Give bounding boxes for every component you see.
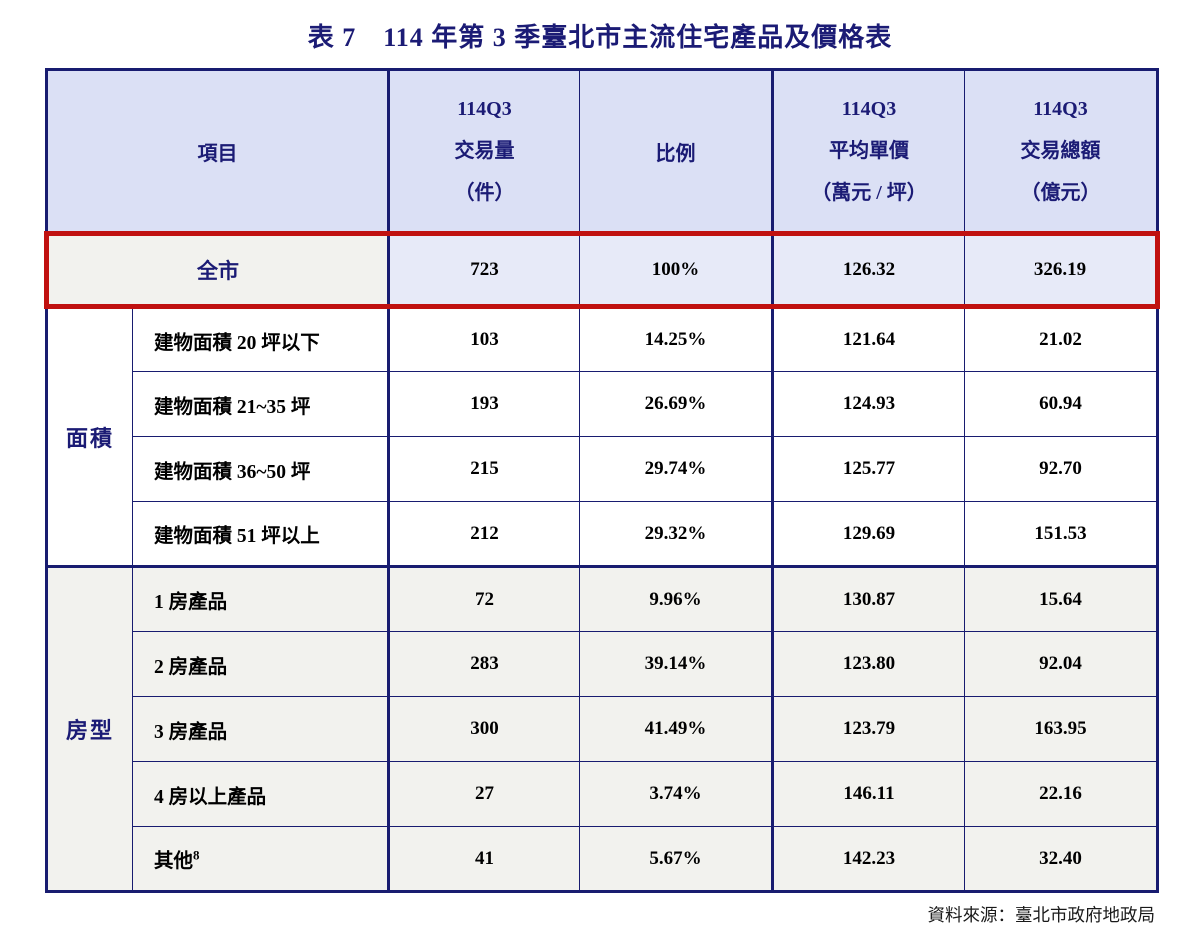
table-row-area-1: 面積 建物面積 20 坪以下 103 14.25% 121.64 21.02 [46, 306, 1158, 567]
header-price-line2: 平均單價 [829, 140, 909, 162]
cell-ratio: 9.96% [579, 565, 773, 632]
cell-price: 146.11 [771, 761, 965, 827]
header-volume-line3: （件） [454, 182, 515, 204]
row-label: 4 房以上產品 [132, 761, 389, 827]
cell-ratio: 39.14% [579, 631, 773, 697]
cell-total: 92.70 [964, 436, 1158, 502]
table-row-housing-4: 4 房以上產品 27 3.74% 146.11 22.16 [47, 761, 1158, 827]
table-row-housing-5: 其他8 41 5.67% 142.23 32.40 [47, 826, 1158, 892]
cell-price: 142.23 [771, 826, 965, 892]
row-label-text: 其他 [154, 851, 194, 872]
table-row-area-4: 建物面積 51 坪以上 212 29.32% 129.69 151.53 [47, 501, 1158, 567]
cell-volume: 103 [387, 306, 580, 372]
cell-price: 121.64 [771, 306, 965, 372]
row-label: 其他8 [132, 826, 389, 892]
area-group-label: 面積 [46, 306, 133, 567]
table-row-housing-2: 2 房產品 283 39.14% 123.80 92.04 [47, 631, 1158, 697]
citywide-total: 326.19 [964, 231, 1160, 309]
table-row-housing-3: 3 房產品 300 41.49% 123.79 163.95 [47, 696, 1158, 762]
cell-ratio: 41.49% [579, 696, 773, 762]
cell-volume: 283 [387, 631, 580, 697]
table-title: 表 7 114 年第 3 季臺北市主流住宅產品及價格表 [307, 23, 893, 52]
cell-price: 129.69 [771, 501, 965, 567]
table-row-citywide: 全市 723 100% 126.32 326.19 [44, 231, 1160, 309]
cell-ratio: 5.67% [579, 826, 773, 892]
row-label: 建物面積 21~35 坪 [132, 371, 389, 437]
cell-price: 130.87 [771, 565, 965, 632]
header-row: 項目 114Q3 交易量 （件） 比例 114Q3 平均單價 （萬元 / 坪） … [46, 69, 1158, 234]
header-item: 項目 [46, 69, 389, 234]
row-label: 2 房產品 [132, 631, 389, 697]
cell-volume: 212 [387, 501, 580, 567]
row-label: 建物面積 51 坪以上 [132, 501, 389, 567]
housing-price-table: 項目 114Q3 交易量 （件） 比例 114Q3 平均單價 （萬元 / 坪） … [44, 68, 1160, 893]
cell-price: 123.80 [771, 631, 965, 697]
citywide-volume: 723 [387, 231, 580, 309]
cell-volume: 300 [387, 696, 580, 762]
table-row-area-3: 建物面積 36~50 坪 215 29.74% 125.77 92.70 [47, 436, 1158, 502]
cell-total: 32.40 [964, 826, 1158, 892]
cell-ratio: 29.74% [579, 436, 773, 502]
cell-ratio: 14.25% [579, 306, 773, 372]
row-label: 1 房產品 [132, 565, 389, 632]
header-total-line2: 交易總額 [1020, 140, 1101, 162]
housing-group-label: 房型 [46, 565, 133, 892]
cell-total: 22.16 [964, 761, 1158, 827]
header-total-line3: （億元） [1020, 182, 1101, 204]
table-row-area-2: 建物面積 21~35 坪 193 26.69% 124.93 60.94 [47, 371, 1158, 437]
cell-total: 92.04 [964, 631, 1158, 697]
header-total-line1: 114Q3 [1033, 98, 1088, 120]
cell-volume: 215 [387, 436, 580, 502]
header-ratio: 比例 [579, 69, 773, 234]
citywide-ratio: 100% [579, 231, 773, 309]
header-price-line1: 114Q3 [841, 98, 897, 120]
footnote-marker: 8 [193, 847, 200, 863]
cell-total: 163.95 [964, 696, 1158, 762]
cell-total: 151.53 [964, 501, 1158, 567]
header-price-line3: （萬元 / 坪） [811, 182, 927, 204]
table-row-housing-1: 房型 1 房產品 72 9.96% 130.87 15.64 [46, 565, 1158, 892]
cell-total: 60.94 [964, 371, 1158, 437]
cell-price: 125.77 [771, 436, 965, 502]
header-volume-line1: 114Q3 [457, 98, 512, 120]
cell-volume: 41 [387, 826, 580, 892]
cell-ratio: 26.69% [579, 371, 773, 437]
citywide-label: 全市 [44, 231, 389, 309]
cell-ratio: 29.32% [579, 501, 773, 567]
cell-price: 124.93 [771, 371, 965, 437]
header-price: 114Q3 平均單價 （萬元 / 坪） [771, 69, 965, 234]
cell-ratio: 3.74% [579, 761, 773, 827]
cell-volume: 193 [387, 371, 580, 437]
row-label: 建物面積 20 坪以下 [132, 306, 389, 372]
cell-volume: 27 [387, 761, 580, 827]
row-label: 3 房產品 [132, 696, 389, 762]
row-label: 建物面積 36~50 坪 [132, 436, 389, 502]
cell-price: 123.79 [771, 696, 965, 762]
header-total: 114Q3 交易總額 （億元） [964, 69, 1158, 234]
header-volume-line2: 交易量 [454, 140, 515, 162]
cell-total: 15.64 [964, 565, 1158, 632]
data-source-note: 資料來源：臺北市政府地政局 [927, 905, 1156, 925]
citywide-price: 126.32 [771, 231, 965, 309]
header-volume: 114Q3 交易量 （件） [387, 69, 580, 234]
cell-volume: 72 [387, 565, 580, 632]
cell-total: 21.02 [964, 306, 1158, 372]
